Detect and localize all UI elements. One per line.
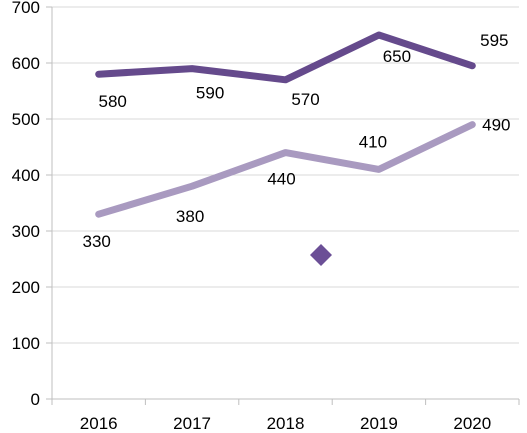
data-labels: 580 590 570 650 595 330 380 440 410 490 xyxy=(83,31,511,251)
x-tick-label: 2016 xyxy=(80,414,118,433)
data-label: 380 xyxy=(176,207,204,226)
axes: 0 100 200 300 400 500 600 700 2016 2017 2018 2019 20… xyxy=(12,0,520,433)
data-label: 490 xyxy=(482,116,510,135)
data-label: 580 xyxy=(99,92,127,111)
series-line-1 xyxy=(95,31,476,84)
data-label: 440 xyxy=(267,170,295,189)
data-label: 595 xyxy=(480,31,508,50)
data-label: 330 xyxy=(83,232,111,251)
markers xyxy=(310,244,332,266)
y-tick-label: 200 xyxy=(12,278,40,297)
y-tick-label: 400 xyxy=(12,166,40,185)
y-tick-label: 300 xyxy=(12,222,40,241)
data-label: 410 xyxy=(359,132,387,151)
y-tick-label: 0 xyxy=(31,390,40,409)
y-tick-label: 700 xyxy=(12,0,40,17)
x-tick-label: 2017 xyxy=(173,414,211,433)
diamond-marker xyxy=(310,244,332,266)
x-tick-label: 2020 xyxy=(453,414,491,433)
y-tick-label: 600 xyxy=(12,54,40,73)
y-tick-label: 500 xyxy=(12,110,40,129)
data-label: 570 xyxy=(291,90,319,109)
x-tick-label: 2018 xyxy=(267,414,305,433)
data-label: 590 xyxy=(196,84,224,103)
series-lines xyxy=(95,31,476,218)
y-tick-label: 100 xyxy=(12,334,40,353)
series-line-2 xyxy=(95,121,476,218)
data-label: 650 xyxy=(383,47,411,66)
gridlines xyxy=(52,6,519,344)
x-tick-label: 2019 xyxy=(360,414,398,433)
